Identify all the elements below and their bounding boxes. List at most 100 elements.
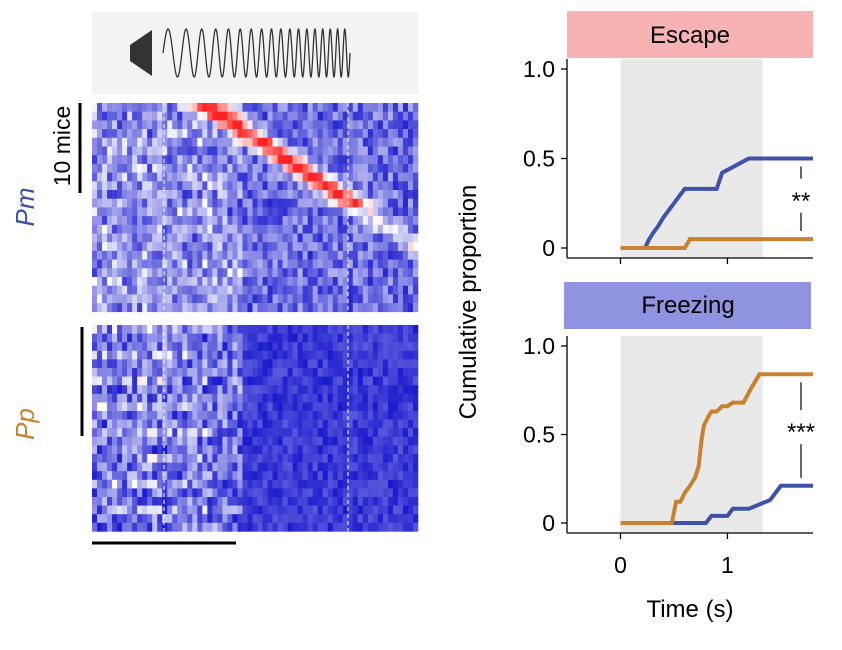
heatmap-cell — [272, 342, 278, 352]
heatmap-cell — [172, 368, 178, 377]
heatmap-cell — [137, 522, 143, 532]
heatmap-cell — [357, 242, 364, 252]
heatmap-cell — [92, 411, 98, 420]
heatmap-cell — [187, 242, 193, 252]
heatmap-cell — [342, 522, 349, 532]
heatmap-cell — [167, 277, 173, 286]
heatmap-cell — [332, 342, 339, 352]
heatmap-cell — [222, 368, 228, 377]
heatmap-cell — [162, 488, 168, 498]
heatmap-cell — [242, 454, 248, 463]
heatmap-cell — [132, 190, 138, 199]
heatmap-cell — [127, 129, 133, 139]
heatmap-cell — [357, 277, 364, 286]
y-tick-label: 0.5 — [523, 146, 555, 172]
heatmap-cell — [132, 294, 138, 304]
heatmap-cell — [192, 303, 198, 313]
heatmap-cell — [372, 277, 379, 286]
heatmap-cell — [242, 497, 248, 506]
heatmap-cell — [182, 146, 188, 156]
heatmap-cell — [312, 111, 318, 121]
heatmap-cell — [222, 385, 228, 395]
heatmap-cell — [307, 242, 313, 252]
heatmap-cell — [282, 471, 288, 481]
heatmap-cell — [292, 333, 298, 343]
heatmap-cell — [412, 129, 419, 139]
heatmap-cell — [137, 350, 143, 360]
heatmap-cell — [122, 207, 128, 217]
heatmap-cell — [257, 385, 263, 395]
heatmap-cell — [347, 522, 354, 532]
heatmap-cell — [122, 488, 128, 498]
heatmap-cell — [272, 250, 278, 260]
heatmap-cell — [127, 216, 133, 226]
heatmap-cell — [152, 294, 158, 304]
heatmap-cell — [322, 277, 329, 286]
heatmap-cell — [392, 216, 399, 226]
heatmap-cell — [267, 233, 273, 243]
heatmap-cell — [247, 303, 253, 313]
heatmap-cell — [187, 129, 193, 139]
heatmap-cell — [247, 190, 253, 199]
heatmap-cell — [317, 393, 324, 403]
heatmap-cell — [142, 111, 148, 121]
heatmap-cell — [392, 385, 399, 395]
heatmap-cell — [412, 285, 419, 295]
heatmap-cell — [287, 359, 293, 369]
heatmap-cell — [187, 333, 193, 343]
heatmap-cell — [327, 368, 334, 377]
heatmap-cell — [377, 181, 384, 191]
heatmap-cell — [177, 376, 183, 386]
heatmap-cell — [317, 233, 324, 243]
heatmap-cell — [212, 505, 218, 515]
heatmap-cell — [307, 146, 313, 156]
heatmap-cell — [202, 129, 208, 139]
heatmap-cell — [387, 137, 394, 147]
heatmap-cell — [412, 368, 419, 377]
heatmap-cell — [287, 514, 293, 524]
heatmap-cell — [237, 120, 243, 130]
heatmap-cell — [292, 198, 298, 208]
heatmap-cell — [262, 385, 268, 395]
heatmap-cell — [187, 411, 193, 420]
heatmap-cell — [132, 514, 138, 524]
heatmap-cell — [272, 224, 278, 234]
heatmap-cell — [287, 471, 293, 481]
heatmap-cell — [107, 497, 113, 506]
heatmap-cell — [332, 303, 339, 313]
heatmap-cell — [207, 325, 213, 334]
heatmap-cell — [302, 242, 308, 252]
heatmap-cell — [307, 488, 313, 498]
heatmap-cell — [382, 146, 389, 156]
heatmap-cell — [167, 250, 173, 260]
heatmap-cell — [372, 488, 379, 498]
heatmap-cell — [237, 216, 243, 226]
heatmap-cell — [352, 385, 359, 395]
heatmap-cell — [317, 129, 324, 139]
heatmap-cell — [117, 224, 123, 234]
heatmap-cell — [247, 514, 253, 524]
heatmap-cell — [237, 129, 243, 139]
heatmap-cell — [317, 163, 324, 173]
heatmap-cell — [397, 129, 404, 139]
heatmap-cell — [302, 137, 308, 147]
heatmap-cell — [157, 454, 163, 463]
heatmap-cell — [152, 402, 158, 412]
heatmap-cell — [282, 285, 288, 295]
heatmap-cell — [182, 172, 188, 182]
heatmap-cell — [262, 436, 268, 446]
heatmap-cell — [357, 462, 364, 472]
heatmap-cell — [302, 268, 308, 278]
heatmap-cell — [192, 277, 198, 286]
heatmap-cell — [402, 277, 409, 286]
heatmap-cell — [222, 181, 228, 191]
heatmap-cell — [342, 411, 349, 420]
heatmap-cell — [337, 216, 344, 226]
heatmap-cell — [362, 242, 369, 252]
heatmap-cell — [182, 522, 188, 532]
heatmap-cell — [212, 216, 218, 226]
heatmap-cell — [327, 497, 334, 506]
heatmap-cell — [152, 428, 158, 438]
heatmap-cell — [102, 233, 108, 243]
heatmap-cell — [307, 471, 313, 481]
